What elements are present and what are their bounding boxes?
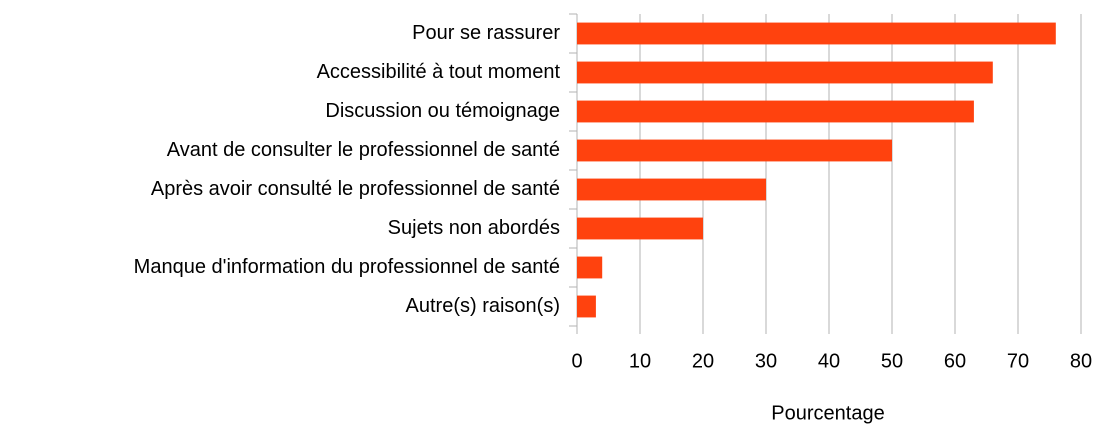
y-tick-label: Avant de consulter le professionnel de s… — [167, 139, 560, 161]
x-tick-label: 50 — [881, 350, 903, 372]
x-tick-label: 0 — [571, 350, 582, 372]
y-tick-label: Sujets non abordés — [388, 217, 560, 239]
bar — [577, 178, 766, 201]
y-tick-label: Après avoir consulté le professionnel de… — [151, 178, 560, 200]
bar — [577, 22, 1056, 45]
x-axis-label: Pourcentage — [771, 402, 884, 424]
bar — [577, 217, 703, 240]
bar — [577, 295, 596, 318]
y-tick-label: Accessibilité à tout moment — [317, 61, 561, 83]
bar — [577, 256, 603, 279]
bar — [577, 100, 974, 123]
bar — [577, 61, 993, 84]
x-tick-label: 30 — [755, 350, 777, 372]
bar — [577, 139, 892, 162]
x-tick-label: 10 — [629, 350, 651, 372]
x-tick-label: 60 — [944, 350, 966, 372]
y-tick-label: Manque d'information du professionnel de… — [134, 256, 560, 278]
x-tick-label: 20 — [692, 350, 714, 372]
y-tick-label: Pour se rassurer — [412, 22, 560, 44]
x-tick-label: 40 — [818, 350, 840, 372]
x-tick-label: 80 — [1070, 350, 1092, 372]
y-tick-label: Autre(s) raison(s) — [406, 295, 560, 317]
x-tick-label: 70 — [1007, 350, 1029, 372]
y-tick-label: Discussion ou témoignage — [325, 100, 560, 122]
